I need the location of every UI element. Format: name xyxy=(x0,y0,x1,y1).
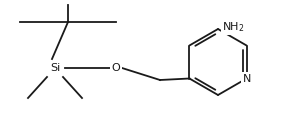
Text: NH$_2$: NH$_2$ xyxy=(222,20,244,34)
Text: Si: Si xyxy=(50,63,60,73)
Text: N: N xyxy=(242,74,251,83)
Text: O: O xyxy=(112,63,120,73)
